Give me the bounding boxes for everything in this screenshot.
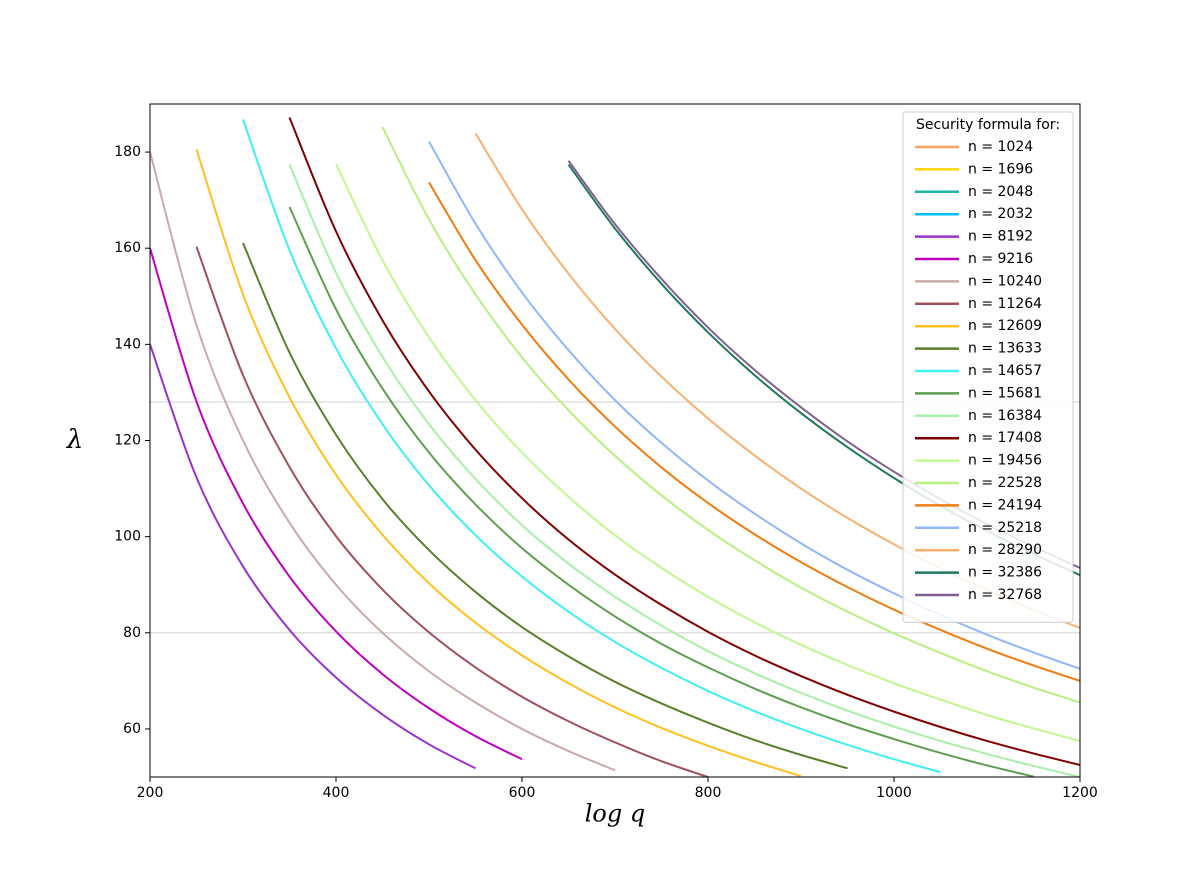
legend-box xyxy=(902,111,1074,623)
legend-label: n = 17408 xyxy=(968,430,1042,446)
series-line xyxy=(242,119,941,774)
y-tick-label: 100 xyxy=(114,529,141,545)
y-tick-label: 160 xyxy=(114,240,141,256)
series-line xyxy=(195,148,802,777)
legend-label: n = 2032 xyxy=(968,206,1033,222)
legend-label: n = 28290 xyxy=(968,542,1042,558)
legend-label: n = 8192 xyxy=(968,229,1033,245)
legend-label: n = 32768 xyxy=(968,587,1042,603)
legend-label: n = 14657 xyxy=(968,363,1042,379)
series-line xyxy=(428,181,1080,682)
x-tick-label: 800 xyxy=(695,785,722,801)
series-line xyxy=(150,247,523,761)
x-axis-label: log q xyxy=(585,800,645,828)
y-tick-label: 180 xyxy=(114,144,141,160)
series-line xyxy=(195,246,709,777)
legend-label: n = 2048 xyxy=(968,184,1033,200)
legend-label: n = 19456 xyxy=(968,453,1042,469)
legend-label: n = 11264 xyxy=(968,296,1042,312)
legend-label: n = 22528 xyxy=(968,475,1042,491)
x-tick-label: 400 xyxy=(323,785,350,801)
y-tick-label: 60 xyxy=(123,721,141,737)
series-line xyxy=(150,151,616,772)
y-axis-label: λ xyxy=(66,425,83,455)
legend-label: n = 1696 xyxy=(968,161,1033,177)
series-line xyxy=(242,242,848,770)
legend-label: n = 15681 xyxy=(968,385,1042,401)
x-tick-label: 1200 xyxy=(1062,785,1098,801)
legend-label: n = 9216 xyxy=(968,251,1033,267)
legend-label: n = 16384 xyxy=(968,408,1042,424)
series-line xyxy=(288,117,1080,766)
legend-label: n = 13633 xyxy=(968,341,1042,357)
series-line xyxy=(150,344,476,770)
legend-label: n = 25218 xyxy=(968,520,1042,536)
y-tick-label: 120 xyxy=(114,433,141,449)
series-line xyxy=(335,163,1080,742)
legend-title: Security formula for: xyxy=(916,117,1060,133)
plot-area xyxy=(150,117,1080,777)
legend-label: n = 24194 xyxy=(968,497,1042,513)
series-line xyxy=(288,206,1034,777)
series-line xyxy=(288,164,1080,777)
legend-label: n = 10240 xyxy=(968,273,1042,289)
legend-label: n = 1024 xyxy=(968,139,1033,155)
series-line xyxy=(428,141,1080,670)
x-tick-label: 1000 xyxy=(876,785,912,801)
x-tick-label: 600 xyxy=(509,785,536,801)
plot-frame xyxy=(149,103,1081,778)
series-line xyxy=(381,126,1080,704)
legend-label: n = 12609 xyxy=(968,318,1042,334)
y-tick-label: 140 xyxy=(114,336,141,352)
legend-label: n = 32386 xyxy=(968,565,1042,581)
y-tick-label: 80 xyxy=(123,625,141,641)
x-tick-label: 200 xyxy=(137,785,164,801)
